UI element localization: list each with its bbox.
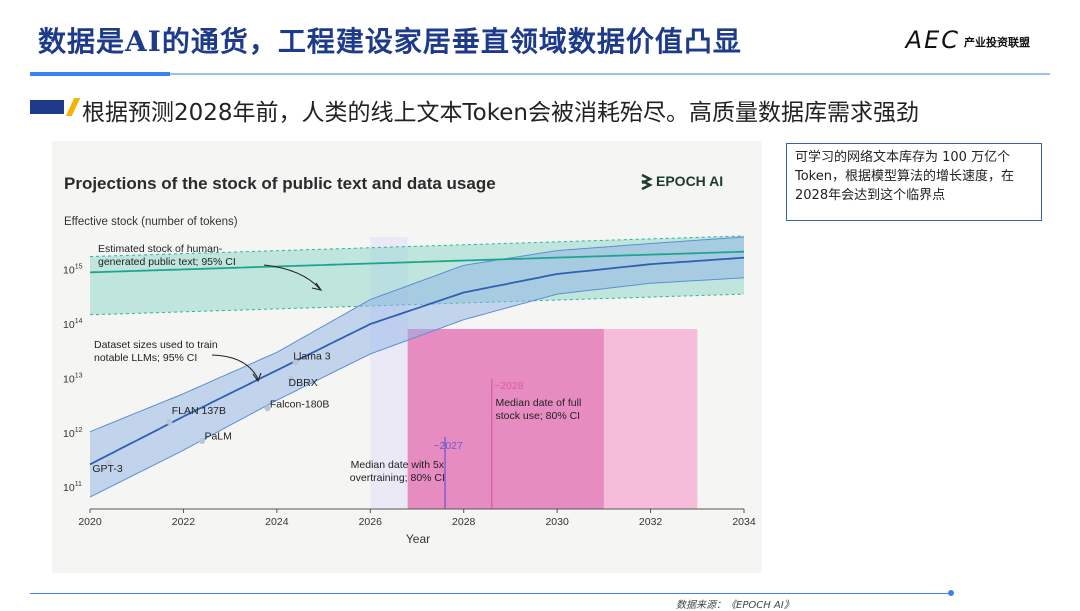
model-label-flan-137b: FLAN 137B [172, 405, 226, 417]
annotation-human-text-line2: generated public text; 95% CI [98, 256, 236, 268]
y-axis-label: Effective stock (number of tokens) [64, 216, 238, 228]
x-tick-label-2032: 2032 [639, 516, 663, 528]
y-tick-label-1e15: 1015 [63, 264, 83, 277]
y-tick-label-1e13: 1013 [63, 372, 83, 385]
chart-title: Projections of the stock of public text … [64, 174, 496, 193]
human-text-ci-lower [89, 293, 745, 316]
human-text-median-line [89, 250, 745, 274]
model-point-palm [199, 438, 206, 444]
y-tick-exponent: 11 [75, 481, 82, 488]
subtitle-bar-slash [65, 98, 81, 116]
annotation-llm-arrowhead [252, 372, 262, 383]
page-title: 数据是AI的通货，工程建设家居垂直领域数据价值凸显 [38, 25, 742, 58]
annotation-full-stock-line1: Median date of full [495, 397, 581, 409]
annotation-llm-arrow [211, 354, 259, 380]
y-tick-exponent: 14 [75, 318, 83, 325]
model-point-llama-3 [292, 359, 299, 366]
annotation-human-text-line1: Estimated stock of human- [98, 243, 223, 255]
model-label-palm: PaLM [204, 430, 231, 442]
chart-brand: EPOCH AI [656, 173, 723, 189]
footer-divider [30, 593, 952, 594]
full-stock-ci-region [407, 329, 698, 509]
overtraining-ci-left-region [370, 237, 408, 509]
annotation-llm-line1: Dataset sizes used to train [94, 339, 218, 351]
subtitle: 根据预测2028年前，人类的线上文本Token会被消耗殆尽。高质量数据库需求强劲 [82, 100, 919, 126]
x-tick-label-2020: 2020 [78, 516, 102, 528]
x-tick-label-2028: 2028 [452, 516, 476, 528]
model-point-dbrx [287, 375, 294, 382]
annotation-note: 可学习的网络文本库存为 100 万亿个 Token，根据模型算法的增长速度，在2… [786, 143, 1042, 221]
annotation-overtraining-line2: overtraining; 80% CI [350, 472, 445, 484]
model-label-gpt-3: GPT-3 [92, 463, 123, 475]
y-tick-label-1e12: 1012 [63, 427, 83, 440]
subtitle-marker [30, 98, 81, 116]
logo-mark: AEC [905, 26, 960, 54]
y-tick-label-1e11: 1011 [63, 481, 82, 494]
model-point-flan-137b [166, 418, 173, 425]
x-tick-label-2024: 2024 [265, 516, 289, 528]
header-divider-accent [30, 72, 170, 76]
llm-dataset-median-line [89, 256, 745, 466]
source-credit: 数据来源：《EPOCH AI》 [676, 600, 794, 611]
logo-subtitle: 产业投资联盟 [964, 36, 1030, 49]
annotation-full-stock-line2: stock use; 80% CI [495, 410, 580, 422]
model-label-falcon-180b: Falcon-180B [270, 398, 330, 410]
subtitle-bar-mark [30, 100, 64, 114]
x-tick-label-2034: 2034 [732, 516, 756, 528]
model-point-falcon-180b [264, 405, 271, 412]
annotation-overtraining-line1: Median date with 5x [351, 459, 445, 471]
x-axis-label: Year [406, 532, 430, 546]
header-divider [30, 73, 1050, 75]
overtraining-ci-region [407, 329, 604, 509]
logo: AEC 产业投资联盟 [906, 26, 1030, 54]
annotation-llm-line2: notable LLMs; 95% CI [94, 352, 197, 364]
y-tick-exponent: 12 [75, 427, 83, 434]
annotation-2028-label: ~2028 [494, 380, 524, 392]
y-tick-label-1e14: 1014 [63, 318, 83, 331]
annotation-human-text-arrowhead [311, 282, 323, 291]
llm-dataset-ci-lower [89, 277, 745, 498]
model-point-gpt-3 [105, 459, 112, 466]
footer-divider-dot [948, 590, 954, 596]
y-tick-exponent: 15 [75, 264, 83, 271]
epoch-logo-icon [641, 173, 653, 191]
projection-chart: Projections of the stock of public text … [63, 173, 756, 546]
y-tick-exponent: 13 [75, 372, 83, 379]
x-tick-label-2022: 2022 [172, 516, 196, 528]
llm-dataset-ci-upper [89, 236, 745, 433]
x-tick-label-2030: 2030 [545, 516, 569, 528]
human-text-ci-upper [89, 235, 745, 258]
model-label-dbrx: DBRX [289, 377, 318, 389]
x-tick-label-2026: 2026 [359, 516, 383, 528]
model-label-llama-3: Llama 3 [293, 350, 331, 362]
annotation-human-text-arrow [263, 264, 321, 290]
chart-frame: Projections of the stock of public text … [52, 141, 762, 573]
annotation-2027-label: ~2027 [433, 440, 463, 452]
